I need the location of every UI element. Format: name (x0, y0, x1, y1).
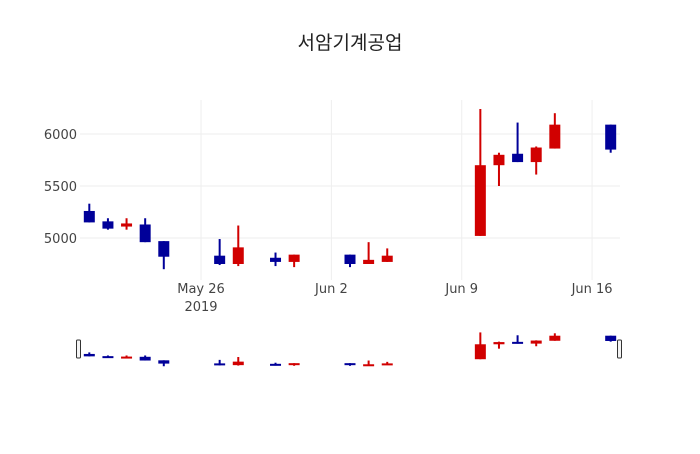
mini-candle (363, 360, 375, 367)
x-axis: May 26 2019 Jun 2 Jun 9 Jun 16 (177, 282, 612, 315)
candle (493, 152, 505, 186)
candles (83, 109, 617, 270)
candle (121, 218, 133, 230)
candle (530, 146, 542, 175)
candle (474, 109, 486, 236)
candle (512, 122, 524, 163)
mini-candle (549, 333, 561, 341)
mini-candle (493, 341, 505, 349)
range-slider-left-handle[interactable] (76, 339, 81, 359)
mini-candle (121, 355, 133, 359)
range-slider-candles (83, 332, 617, 367)
y-tick-label: 6000 (44, 128, 77, 143)
candle (139, 218, 151, 243)
mini-candle (158, 360, 170, 367)
mini-candle (381, 361, 393, 366)
range-slider[interactable] (76, 330, 622, 368)
chart-title: 서암기계공업 (297, 32, 403, 54)
gridlines (80, 100, 620, 280)
mini-candle (214, 359, 226, 366)
y-tick-label: 5500 (44, 180, 77, 195)
candle (214, 239, 226, 266)
x-tick-label: Jun 2 (314, 282, 348, 297)
mini-candle (530, 340, 542, 347)
mini-candle (344, 363, 356, 366)
candle (344, 254, 356, 268)
candle (288, 254, 300, 268)
mini-candle (474, 332, 486, 360)
x-tick-label: May 26 (177, 282, 225, 297)
candle (549, 113, 561, 149)
mini-candle (605, 335, 617, 342)
mini-candle (83, 352, 95, 357)
mini-candle (139, 355, 151, 361)
candle (605, 124, 617, 153)
candle (381, 248, 393, 262)
mini-candle (232, 357, 244, 366)
x-tick-year: 2019 (184, 300, 217, 315)
mini-candle (270, 362, 282, 366)
x-tick-label: Jun 9 (444, 282, 478, 297)
mini-candle (288, 363, 300, 366)
candle (83, 203, 95, 223)
candle (102, 218, 114, 230)
candle (270, 252, 282, 267)
x-tick-label: Jun 16 (571, 282, 613, 297)
y-tick-label: 5000 (44, 232, 77, 247)
range-slider-background[interactable] (80, 330, 620, 368)
candle (232, 225, 244, 267)
y-axis: 5000 5500 6000 (44, 128, 77, 247)
mini-candle (102, 355, 114, 359)
mini-candle (512, 335, 524, 344)
candle (158, 241, 170, 270)
candle (363, 242, 375, 264)
range-slider-right-handle[interactable] (617, 339, 622, 359)
